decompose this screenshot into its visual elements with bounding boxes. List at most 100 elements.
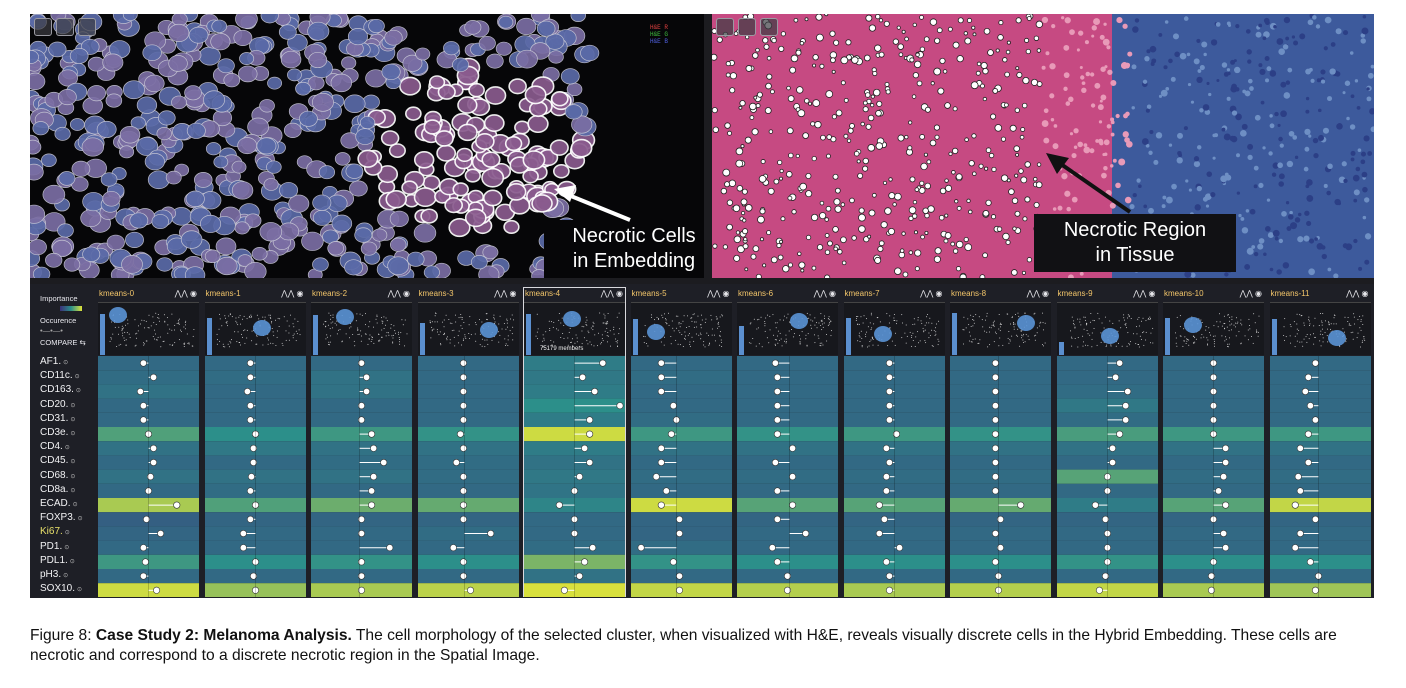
embedding-point	[345, 333, 347, 335]
cluster-kmeans-7[interactable]: kmeans-7 ⋀⋀ ◉	[843, 288, 945, 598]
cluster-kmeans-0[interactable]: kmeans-0 ⋀⋀ ◉	[98, 288, 199, 598]
cluster-kmeans-9[interactable]: kmeans-9 ⋀⋀ ◉	[1056, 288, 1158, 598]
embedding-point	[721, 315, 723, 317]
cluster-thumbnail[interactable]	[311, 302, 412, 355]
marker-label[interactable]: pH3. ⊙	[40, 569, 69, 580]
lasso-icon[interactable]	[738, 18, 756, 36]
marker-label[interactable]: CD11c. ⊙	[40, 370, 80, 382]
cluster-thumbnail[interactable]: 75179 members	[524, 302, 625, 355]
tissue-cell	[1206, 171, 1213, 177]
cluster-kmeans-10[interactable]: kmeans-10 ⋀⋀ ◉	[1163, 288, 1264, 598]
cluster-thumbnail[interactable]	[950, 302, 1051, 355]
marker-label[interactable]: CD4. ⊙	[40, 441, 70, 453]
cluster-thumbnail[interactable]	[1269, 302, 1371, 355]
cluster-thumbnail[interactable]	[737, 302, 838, 355]
cluster-thumbnail[interactable]	[204, 302, 306, 355]
marker-label[interactable]: CD20. ⊙	[40, 398, 76, 410]
embedding-point	[160, 346, 162, 348]
spatial-view[interactable]: Necrotic Region in Tissue	[712, 14, 1374, 278]
cluster-kmeans-5[interactable]: kmeans-5 ⋀⋀ ◉	[630, 288, 732, 598]
embedding-view[interactable]: H&E R H&E G H&E B Necrotic Cells in Embe…	[30, 14, 704, 278]
tissue-cell	[768, 129, 774, 134]
cluster-kmeans-11[interactable]: kmeans-11 ⋀⋀ ◉	[1269, 288, 1371, 598]
tissue-cell	[1083, 146, 1091, 154]
move-icon[interactable]	[716, 18, 734, 36]
embedding-point	[599, 312, 601, 314]
embedding-point	[325, 321, 327, 323]
cluster-kmeans-1[interactable]: kmeans-1 ⋀⋀ ◉	[204, 288, 306, 598]
cluster-thumbnail[interactable]	[98, 302, 199, 355]
tissue-cell	[1241, 227, 1249, 234]
marker-label[interactable]: CD68. ⊙	[40, 469, 76, 481]
marker-label[interactable]: PD1. ⊙	[40, 540, 70, 552]
marker-label[interactable]: SOX10. ⊙	[40, 583, 83, 595]
marker-label[interactable]: CD3e. ⊙	[40, 427, 76, 438]
embedding-point	[271, 343, 273, 345]
cluster-header[interactable]: kmeans-4 ⋀⋀ ◉	[524, 288, 625, 300]
tissue-cell	[1212, 156, 1216, 160]
marker-info-icon: ⊙	[77, 587, 83, 594]
tissue-cell	[938, 214, 945, 221]
marker-label[interactable]: AF1. ⊙	[40, 356, 69, 367]
expression-dot	[357, 515, 365, 523]
embedding-point	[932, 345, 934, 347]
lasso-icon[interactable]	[56, 18, 74, 36]
marker-label[interactable]: Ki67. ⊙	[40, 526, 70, 538]
embedding-point	[1126, 317, 1128, 319]
embedding-point	[154, 338, 156, 340]
embedding-point	[962, 329, 964, 331]
marker-label[interactable]: ECAD. ⊙	[40, 498, 78, 509]
fullscreen-icon[interactable]	[760, 18, 778, 36]
tissue-cell	[733, 254, 741, 262]
tissue-cell	[942, 69, 948, 74]
embedding-point	[360, 330, 362, 332]
embedding-point	[255, 343, 257, 345]
embedding-cell	[69, 118, 85, 131]
marker-label[interactable]: PDL1. ⊙	[40, 554, 75, 566]
cluster-kmeans-8[interactable]: kmeans-8 ⋀⋀ ◉	[950, 288, 1051, 598]
cluster-header[interactable]: kmeans-7 ⋀⋀ ◉	[844, 288, 945, 300]
marker-label[interactable]: CD45. ⊙	[40, 455, 76, 467]
cluster-header[interactable]: kmeans-0 ⋀⋀ ◉	[98, 288, 199, 300]
tissue-cell	[1199, 65, 1205, 71]
compare-toggle[interactable]: COMPARE ⇆	[40, 338, 86, 347]
cluster-header[interactable]: kmeans-2 ⋀⋀ ◉	[311, 288, 412, 300]
tissue-cell	[884, 207, 892, 215]
marker-label[interactable]: FOXP3. ⊙	[40, 512, 83, 524]
fullscreen-icon[interactable]	[78, 18, 96, 36]
embedding-point	[322, 323, 324, 325]
embedding-point	[663, 313, 665, 315]
cluster-thumbnail[interactable]	[1056, 302, 1158, 355]
embedding-point	[1134, 343, 1136, 345]
marker-label[interactable]: CD31. ⊙	[40, 412, 76, 424]
cluster-kmeans-2[interactable]: kmeans-2 ⋀⋀ ◉	[311, 288, 412, 598]
embedding-cell	[560, 68, 580, 85]
cluster-kmeans-4[interactable]: kmeans-4 ⋀⋀ ◉ 75179 members	[523, 287, 626, 598]
embedding-point	[1123, 319, 1125, 321]
cluster-header[interactable]: kmeans-9 ⋀⋀ ◉	[1057, 288, 1158, 300]
tissue-cell	[1093, 18, 1101, 26]
cluster-thumbnail[interactable]	[417, 302, 519, 355]
marker-label[interactable]: CD8a. ⊙	[40, 483, 76, 495]
cluster-header[interactable]: kmeans-5 ⋀⋀ ◉	[631, 288, 732, 300]
cluster-header[interactable]: kmeans-3 ⋀⋀ ◉	[418, 288, 519, 300]
cluster-header[interactable]: kmeans-10 ⋀⋀ ◉	[1163, 288, 1264, 300]
cluster-thumbnail[interactable]	[1163, 302, 1264, 355]
cluster-thumbnail[interactable]	[630, 302, 732, 355]
embedding-cell	[443, 41, 460, 56]
marker-label[interactable]: CD163. ⊙	[40, 384, 81, 396]
embedding-point	[284, 330, 286, 332]
embedding-point	[1193, 342, 1195, 344]
tissue-cell	[1144, 56, 1150, 62]
cluster-kmeans-3[interactable]: kmeans-3 ⋀⋀ ◉	[417, 288, 519, 598]
cluster-header[interactable]: kmeans-11 ⋀⋀ ◉	[1270, 288, 1371, 300]
tissue-cell	[952, 248, 959, 254]
cluster-header[interactable]: kmeans-1 ⋀⋀ ◉	[205, 288, 306, 300]
cluster-thumbnail[interactable]	[843, 302, 945, 355]
cluster-header[interactable]: kmeans-8 ⋀⋀ ◉	[950, 288, 1051, 300]
cluster-header[interactable]: kmeans-6 ⋀⋀ ◉	[737, 288, 838, 300]
tissue-cell	[1294, 217, 1301, 223]
cluster-kmeans-6[interactable]: kmeans-6 ⋀⋀ ◉	[737, 288, 838, 598]
move-icon[interactable]	[34, 18, 52, 36]
tissue-cell	[1009, 124, 1017, 132]
